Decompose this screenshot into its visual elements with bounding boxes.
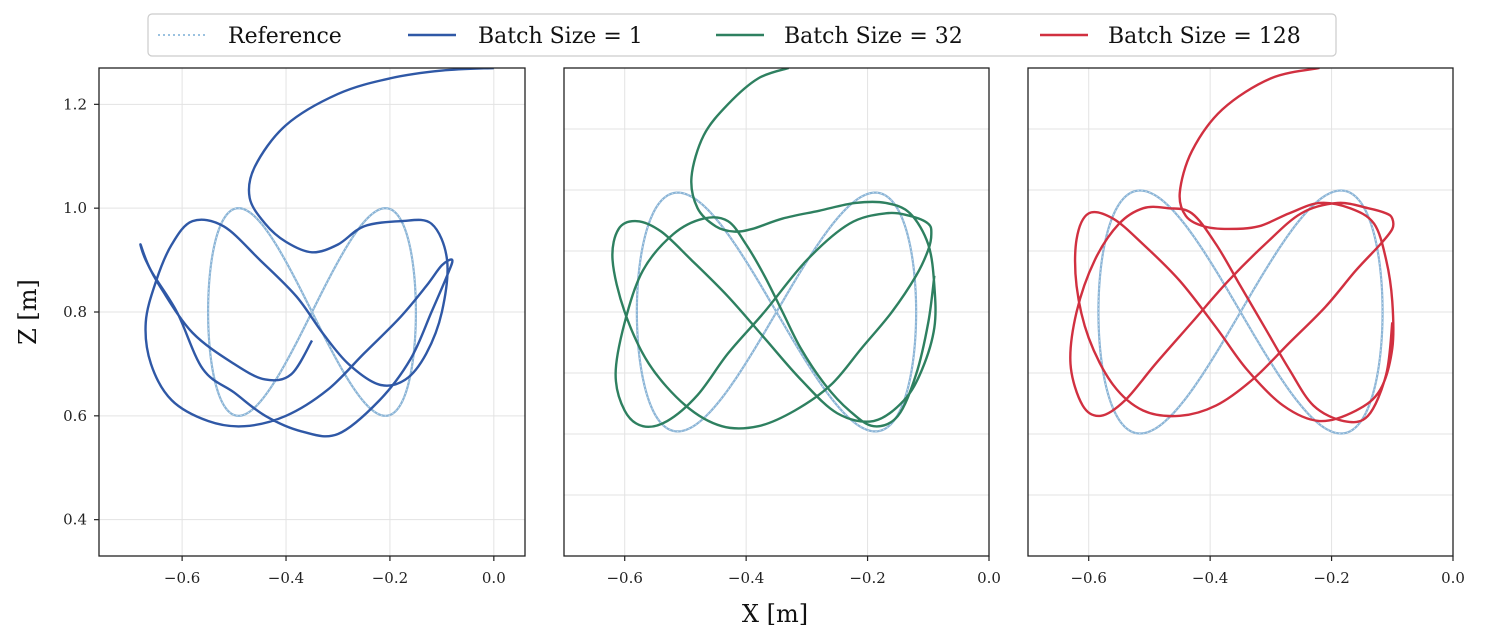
series-line <box>1069 68 1395 424</box>
legend-label-batch-32: Batch Size = 32 <box>784 24 963 49</box>
reference-path-dots <box>207 207 417 417</box>
series-line <box>139 68 494 438</box>
x-tick-label: 0.0 <box>482 569 506 587</box>
legend-label-batch-128: Batch Size = 128 <box>1108 24 1301 49</box>
x-tick-label: −0.4 <box>1192 569 1228 587</box>
x-tick-label: 0.0 <box>1441 569 1465 587</box>
y-tick-label: 1.0 <box>63 199 87 217</box>
legend-label-reference: Reference <box>228 24 342 49</box>
panel-batch-1: −0.6 −0.4 −0.2 0.0 0.4 0.6 0.8 1.0 1.2 <box>63 67 526 587</box>
y-tick-label: 0.6 <box>63 407 87 425</box>
x-tick-label: −0.6 <box>164 569 200 587</box>
x-tick-label: −0.6 <box>1070 569 1106 587</box>
series-line <box>611 68 937 430</box>
legend: Reference Batch Size = 1 Batch Size = 32… <box>147 13 1337 57</box>
reference-path-dots <box>636 192 917 432</box>
x-tick-label: 0.0 <box>977 569 1001 587</box>
x-tick-label: −0.2 <box>1313 569 1349 587</box>
y-axis-title: Z [m] <box>14 279 42 345</box>
y-tick-label: 0.4 <box>63 511 87 529</box>
panel-batch-32: −0.6 −0.4 −0.2 0.0 <box>563 67 1001 587</box>
reference-path <box>1097 189 1384 435</box>
x-tick-label: −0.2 <box>849 569 885 587</box>
x-tick-label: −0.4 <box>728 569 764 587</box>
axes-frame <box>563 67 990 557</box>
axes-frame <box>1027 67 1454 557</box>
x-tick-label: −0.2 <box>372 569 408 587</box>
x-tick-label: −0.4 <box>268 569 304 587</box>
panels: −0.6 −0.4 −0.2 0.00.40.60.81.01.2−0.6 −0.4 −0… <box>63 67 1465 587</box>
y-tick-label: 0.8 <box>63 303 87 321</box>
x-axis-title: X [m] <box>742 600 808 628</box>
legend-label-batch-1: Batch Size = 1 <box>478 24 643 49</box>
x-tick-label: −0.6 <box>606 569 642 587</box>
panel-batch-128: −0.6 −0.4 −0.2 0.0 <box>1027 67 1465 587</box>
y-tick-label: 1.2 <box>63 95 87 113</box>
